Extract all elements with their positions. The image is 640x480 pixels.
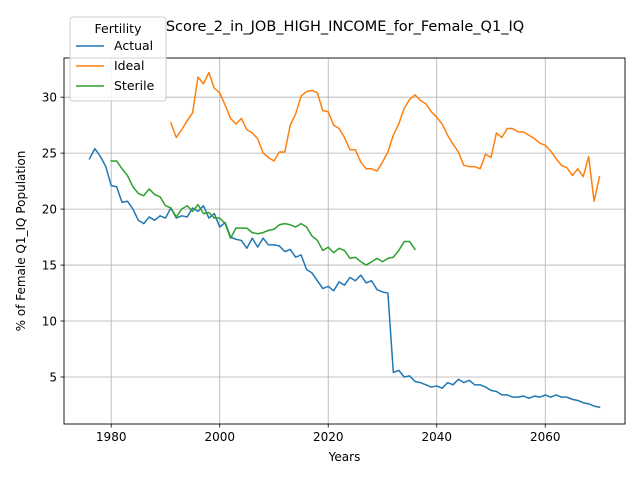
legend-label-sterile: Sterile: [114, 78, 155, 93]
plot-lines: [88, 71, 601, 409]
x-tick-label: 2040: [421, 430, 452, 444]
y-tick-label: 10: [42, 315, 57, 329]
x-axis-label: Years: [328, 450, 361, 464]
y-tick-label: 25: [42, 147, 57, 161]
y-tick-label: 15: [42, 259, 57, 273]
x-tick-label: 2000: [204, 430, 235, 444]
legend-title: Fertility: [95, 21, 143, 36]
series-line-ideal: [169, 71, 601, 203]
legend-label-ideal: Ideal: [114, 58, 144, 73]
legend-entries: Actual Ideal Sterile: [76, 38, 155, 93]
chart-title: Score_2_in_JOB_HIGH_INCOME_for_Female_Q1…: [166, 19, 524, 35]
y-axis: 5 10 15 20 25 30: [42, 91, 64, 384]
x-tick-label: 1980: [96, 430, 127, 444]
legend-label-actual: Actual: [114, 38, 153, 53]
y-tick-label: 30: [42, 91, 57, 105]
legend-box: [69, 16, 167, 102]
y-axis-label: % of Female Q1_IQ Population: [14, 151, 28, 332]
x-tick-label: 2020: [313, 430, 344, 444]
legend: Fertility Actual Ideal Sterile: [69, 16, 167, 102]
x-axis: 1980 2000 2020 2040 2060: [96, 424, 561, 444]
grid: [64, 58, 625, 424]
series-line-sterile: [110, 160, 417, 266]
plot-area-frame: [63, 57, 626, 425]
y-tick-label: 5: [49, 370, 57, 384]
y-tick-label: 20: [42, 203, 57, 217]
x-tick-label: 2060: [530, 430, 561, 444]
